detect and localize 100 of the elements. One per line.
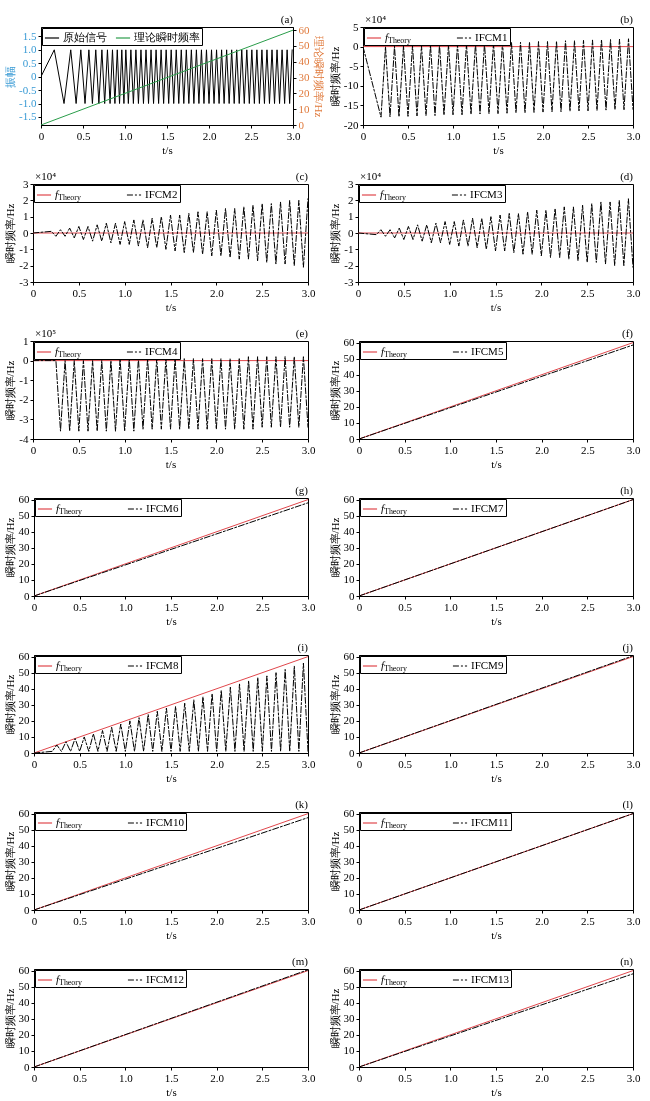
- y-tick-label: -2: [19, 259, 29, 272]
- y-tick-label: 0: [348, 226, 354, 239]
- y-tick-label: 20: [343, 557, 355, 570]
- y-tick-label: 10: [343, 1044, 355, 1057]
- legend-label: IFCM11: [471, 816, 509, 828]
- text: (a): [280, 13, 294, 26]
- legend-label: f$_{Theory}$: [380, 188, 406, 202]
- x-tick-label: 1.5: [164, 443, 179, 456]
- x-tick-label: 0.5: [73, 914, 88, 927]
- x-tick-label: 3.0: [626, 600, 641, 613]
- y-tick-label: -1.5: [19, 110, 37, 123]
- y-tick-label: 30: [343, 698, 355, 711]
- text: (d): [620, 170, 634, 183]
- y-axis-title: 瞬时频率/Hz: [4, 203, 17, 264]
- y-tick-label: 2: [348, 193, 354, 206]
- y-tick-label: 0: [349, 746, 355, 759]
- y-tick-label: 30: [343, 541, 355, 554]
- x-tick-label: 3.0: [626, 129, 641, 142]
- x-axis-title: t/s: [491, 614, 502, 627]
- y-tick-label: 30: [18, 541, 30, 554]
- x-tick-label: 1.0: [443, 443, 459, 456]
- x-tick-label: 2.0: [536, 129, 551, 142]
- y-tick-label: 30: [18, 698, 30, 711]
- text: (n): [620, 955, 634, 968]
- x-axis-title: t/s: [491, 928, 502, 941]
- x-tick-label: 1.5: [164, 757, 179, 770]
- y-tick-label: 0: [349, 1060, 355, 1073]
- legend-label: IFCM5: [471, 345, 504, 357]
- y-tick-label: 0: [24, 903, 30, 916]
- x-tick-label: 0.5: [73, 1071, 88, 1084]
- x-tick-label: 2.0: [535, 1071, 550, 1084]
- x-tick-label: 1.0: [118, 914, 134, 927]
- x-tick-label: 1.5: [489, 286, 504, 299]
- legend-label: f$_{Theory}$: [56, 502, 82, 516]
- y-tick-label: 20: [343, 1028, 355, 1041]
- x-tick-label: 1.0: [118, 757, 134, 770]
- y-tick-label: 40: [18, 996, 30, 1009]
- x-axis-title: t/s: [166, 771, 177, 784]
- y-tick-label: 50: [343, 666, 355, 679]
- x-tick-label: 3.0: [286, 129, 301, 142]
- x-tick-label: 2.0: [202, 129, 217, 142]
- x-tick-label: 0.5: [72, 443, 87, 456]
- y-tick-label: 20: [343, 714, 355, 727]
- y-tick-label: 3: [23, 177, 29, 190]
- x-tick-label: 2.0: [535, 443, 550, 456]
- y-tick-label: 10: [343, 416, 355, 429]
- x-tick-label: 1.0: [446, 129, 461, 142]
- x-tick-label: 3.0: [301, 600, 316, 613]
- y-tick-label: 60: [343, 650, 355, 663]
- y-tick-label: 60: [343, 493, 355, 506]
- x-tick-label: 2.5: [580, 757, 596, 770]
- x-tick-label: 2.0: [209, 286, 225, 299]
- y-axis-title: 瞬时频率/Hz: [329, 203, 342, 264]
- y-tick-label: -2: [344, 259, 354, 272]
- y-tick-label: 50: [18, 509, 30, 522]
- y-axis-title: 瞬时频率/Hz: [328, 988, 341, 1049]
- y-tick-label: 0: [31, 70, 37, 83]
- text: (l): [622, 798, 634, 811]
- text: (h): [620, 484, 634, 497]
- x-tick-label: 1.5: [164, 600, 179, 613]
- y-axis-title: 瞬时频率/Hz: [3, 831, 16, 892]
- y-tick-label: -1: [19, 373, 29, 386]
- y-axis-title: 瞬时频率/Hz: [3, 517, 16, 578]
- x-tick-label: 2.0: [535, 600, 550, 613]
- x-tick-label: 2.0: [210, 914, 225, 927]
- x-tick-label: 1.0: [443, 286, 458, 299]
- y-tick-label: 0.5: [22, 56, 37, 69]
- y-tick-label: 30: [343, 384, 355, 397]
- x-axis-title: t/s: [493, 143, 504, 156]
- y-tick-label: 60: [18, 493, 30, 506]
- x-tick-label: 1.0: [118, 1071, 134, 1084]
- y-tick-label: -20: [343, 118, 359, 131]
- text: ×10⁵: [35, 327, 57, 339]
- x-tick-label: 2.5: [580, 1071, 596, 1084]
- y-tick-label: 10: [343, 887, 355, 900]
- y-tick-label: 10: [18, 887, 30, 900]
- x-tick-label: 0.5: [401, 129, 416, 142]
- x-tick-label: 1.0: [443, 1071, 459, 1084]
- y-tick-label: -15: [343, 98, 359, 111]
- x-tick-label: 2.5: [580, 443, 596, 456]
- legend-label: IFCM13: [471, 973, 510, 985]
- x-tick-label: 1.0: [118, 286, 133, 299]
- y-tick-label: 50: [18, 823, 30, 836]
- y2-tick-label: 30: [298, 71, 310, 84]
- x-axis-title: t/s: [165, 457, 177, 470]
- x-tick-label: 1.5: [491, 129, 506, 142]
- x-tick-label: 1.5: [489, 757, 504, 770]
- text: (i): [297, 641, 309, 654]
- y-tick-label: 30: [18, 1012, 30, 1025]
- x-tick-label: 3.0: [626, 757, 641, 770]
- y-axis-title: 瞬时频率/Hz: [328, 360, 341, 421]
- y-tick-label: 0: [349, 589, 355, 602]
- y-tick-label: 60: [343, 964, 355, 977]
- x-tick-label: 1.0: [443, 600, 459, 613]
- y-tick-label: 50: [18, 666, 30, 679]
- y-axis-title: 振幅: [4, 65, 17, 88]
- y-tick-label: 40: [18, 682, 30, 695]
- y-tick-label: 40: [18, 525, 30, 538]
- y-tick-label: -10: [343, 79, 359, 92]
- x-tick-label: 2.5: [255, 286, 271, 299]
